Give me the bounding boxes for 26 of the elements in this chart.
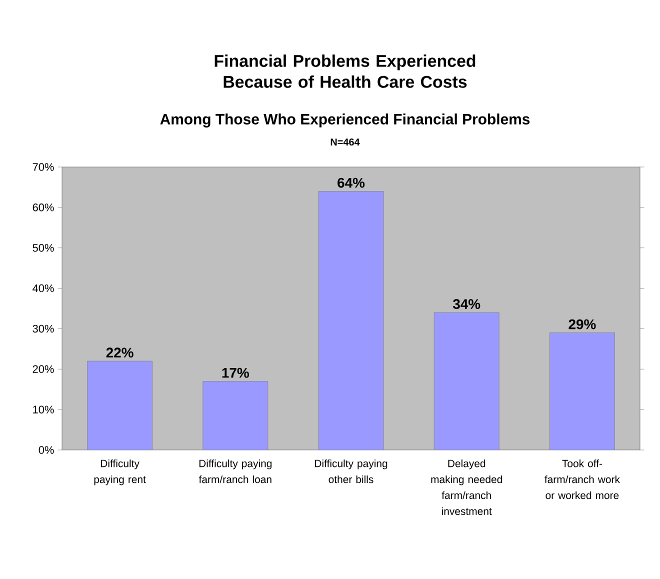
- data-label: 29%: [568, 319, 596, 330]
- y-tick-label: 10%: [33, 406, 54, 414]
- data-label: 64%: [338, 178, 365, 188]
- x-tick-label: Took off-farm/ranch work or worked more: [544, 460, 620, 500]
- y-tick-label: 20%: [32, 365, 54, 374]
- bar: [202, 381, 268, 450]
- x-tick-label: Difficulty paying other bills: [315, 460, 388, 484]
- chart-title: Financial Problems Experienced Because of Health Care Costs: [214, 54, 476, 88]
- y-tick-label: 30%: [32, 324, 54, 333]
- bar: [318, 191, 384, 450]
- chart-subtitle: Among Those Who Experienced Financial Problems: [160, 114, 530, 128]
- x-tick-label: Delayed making needed farm/ranch investment: [431, 460, 502, 516]
- data-label: 34%: [452, 299, 480, 310]
- y-tick-label: 70%: [32, 163, 54, 171]
- y-tick-label: 60%: [32, 204, 54, 212]
- x-tick-label: Difficulty paying farm/ranch loan: [198, 460, 272, 484]
- y-tick-label: 50%: [32, 244, 54, 252]
- bar: [550, 332, 615, 450]
- bar: [434, 312, 500, 450]
- text: N=464: [330, 138, 360, 146]
- x-tick-label: Difficulty paying rent: [94, 460, 146, 486]
- data-label: 22%: [106, 348, 134, 358]
- bar: [87, 360, 153, 450]
- y-tick-label: 40%: [32, 284, 54, 292]
- y-tick-label: 0%: [38, 446, 54, 454]
- data-label: 17%: [222, 368, 249, 378]
